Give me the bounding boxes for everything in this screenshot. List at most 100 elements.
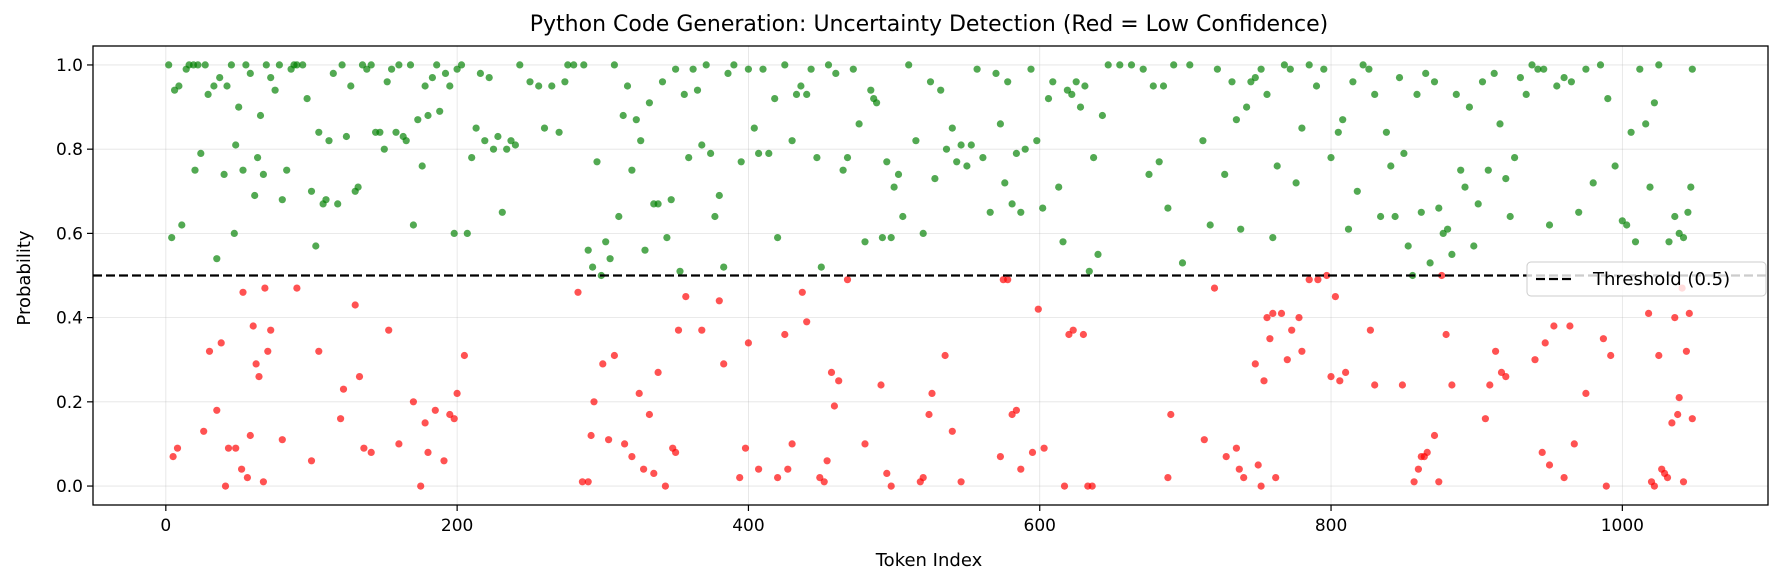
low-confidence-point [1210, 284, 1219, 292]
high-confidence-point [1298, 124, 1306, 132]
high-confidence-point [711, 212, 719, 221]
high-confidence-point [676, 267, 684, 275]
high-confidence-point [561, 78, 569, 86]
low-confidence-point [948, 427, 956, 435]
high-confidence-point [204, 90, 212, 98]
low-confidence-point [1668, 419, 1676, 427]
high-confidence-point [395, 61, 403, 69]
low-confidence-point [351, 301, 359, 309]
high-confidence-point [1470, 242, 1478, 250]
high-confidence-point [338, 61, 346, 69]
high-confidence-point [1127, 61, 1136, 69]
high-confidence-point [602, 238, 610, 246]
low-confidence-point [337, 415, 345, 423]
high-confidence-point [1377, 212, 1385, 221]
high-confidence-point [315, 128, 323, 136]
low-confidence-point [249, 322, 257, 330]
low-confidence-point [1060, 482, 1069, 490]
high-confidence-point [658, 78, 667, 86]
low-confidence-point [672, 448, 680, 456]
high-confidence-point [803, 90, 811, 98]
high-confidence-point [259, 170, 267, 178]
low-confidence-point [261, 284, 269, 292]
high-confidence-point [1650, 99, 1658, 107]
low-confidence-point [682, 293, 690, 301]
high-confidence-point [1349, 78, 1357, 86]
high-confidence-point [937, 86, 945, 94]
high-confidence-point [628, 166, 636, 174]
low-confidence-point [830, 402, 839, 410]
low-confidence-point [835, 377, 843, 385]
high-confidence-point [1553, 82, 1561, 90]
high-confidence-point [744, 65, 753, 73]
low-confidence-point [395, 440, 403, 448]
low-confidence-point [421, 419, 429, 427]
low-confidence-point [755, 465, 763, 473]
low-confidence-point [1679, 478, 1688, 486]
low-confidence-point [827, 368, 836, 376]
low-confidence-point [1688, 415, 1696, 423]
high-confidence-point [715, 191, 723, 200]
high-confidence-point [1611, 162, 1619, 170]
high-confidence-point [1560, 74, 1568, 82]
low-confidence-point [1336, 377, 1344, 385]
high-confidence-point [1076, 103, 1085, 111]
low-confidence-point [339, 385, 348, 393]
high-confidence-point [242, 61, 250, 69]
high-confidence-point [239, 166, 247, 174]
high-confidence-point [1273, 162, 1281, 170]
low-confidence-point [610, 351, 619, 360]
low-confidence-point [1607, 351, 1615, 360]
low-confidence-point [243, 474, 251, 482]
high-confidence-point [1646, 183, 1654, 191]
high-confidence-point [256, 111, 265, 120]
high-confidence-point [235, 103, 243, 111]
low-confidence-point [213, 406, 221, 414]
high-confidence-point [1516, 74, 1524, 82]
high-confidence-point [619, 111, 627, 120]
high-confidence-point [485, 74, 493, 82]
low-confidence-point [1430, 431, 1439, 440]
high-confidence-point [392, 128, 400, 136]
high-confidence-point [883, 158, 891, 166]
low-confidence-point [1545, 461, 1554, 469]
low-confidence-point [803, 318, 811, 326]
high-confidence-point [685, 154, 693, 162]
low-confidence-point [1327, 373, 1335, 381]
plot-frame [92, 45, 1769, 506]
high-confidence-point [262, 61, 270, 69]
high-confidence-point [843, 154, 852, 162]
high-confidence-point [275, 61, 283, 69]
high-confidence-point [1353, 187, 1361, 195]
high-confidence-point [1604, 95, 1612, 103]
high-confidence-point [406, 61, 415, 69]
high-confidence-point [1655, 61, 1663, 69]
high-confidence-point [409, 221, 417, 229]
high-confidence-point [194, 61, 202, 69]
high-confidence-point [1090, 154, 1098, 162]
high-confidence-point [489, 145, 498, 153]
high-confidence-point [1575, 208, 1583, 216]
high-confidence-point [453, 65, 461, 73]
high-confidence-point [1170, 61, 1178, 69]
high-confidence-point [1417, 208, 1425, 216]
low-confidence-point [1538, 448, 1546, 456]
data-points [165, 61, 1696, 490]
high-confidence-point [931, 175, 939, 183]
high-confidence-point [230, 229, 238, 237]
low-confidence-point [259, 478, 267, 486]
high-confidence-point [1269, 234, 1277, 242]
low-confidence-point [1295, 314, 1303, 322]
ticks: 0 200 400 600 800 1000 0.0 0.2 0.4 0.6 0.8 1.0 [56, 56, 1644, 536]
low-confidence-point [1314, 276, 1322, 284]
high-confidence-point [1305, 61, 1313, 69]
high-confidence-point [1257, 65, 1265, 73]
high-confidence-point [564, 61, 572, 69]
low-confidence-point [883, 469, 891, 477]
high-confidence-point [1334, 128, 1342, 136]
low-confidence-point [698, 326, 706, 334]
high-confidence-point [468, 154, 476, 162]
low-confidence-point [578, 478, 587, 486]
low-confidence-point [1305, 276, 1313, 284]
high-confidence-point [347, 82, 355, 90]
